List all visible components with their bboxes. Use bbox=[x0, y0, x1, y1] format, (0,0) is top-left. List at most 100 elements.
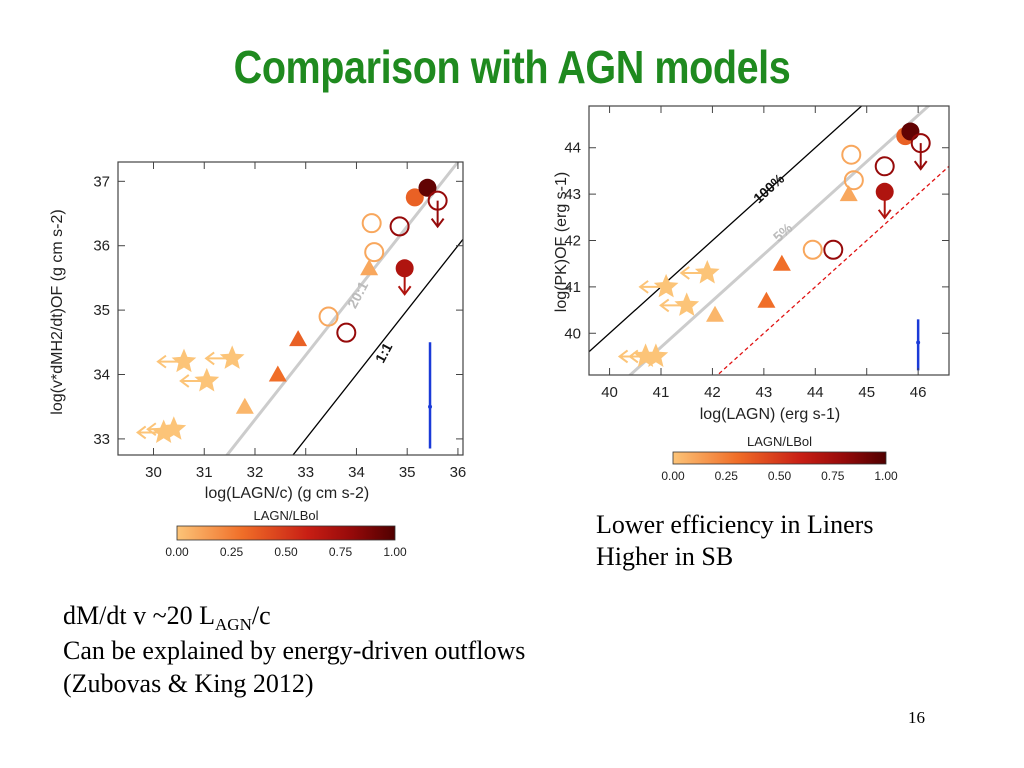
data-point-10 bbox=[839, 185, 858, 202]
triangle-marker bbox=[360, 259, 379, 276]
colorbar-tick-label-1: 0.25 bbox=[220, 545, 244, 559]
plot-area bbox=[589, 106, 949, 375]
colorbar bbox=[672, 451, 887, 465]
data-point-16 bbox=[418, 178, 437, 197]
open-circle-marker bbox=[823, 239, 844, 260]
colorbar-label: LAGN/LBol bbox=[253, 508, 318, 523]
x-tick-label-32: 32 bbox=[247, 464, 264, 481]
circle-marker bbox=[418, 178, 437, 197]
colorbar-tick-label-3: 0.75 bbox=[821, 469, 845, 483]
data-point-14 bbox=[875, 182, 894, 220]
y-tick-label-43: 43 bbox=[564, 186, 581, 203]
data-point-12 bbox=[364, 242, 385, 263]
plot-background bbox=[589, 106, 949, 375]
arrow-head bbox=[679, 266, 690, 280]
arrow-head bbox=[877, 209, 892, 220]
colorbar-tick-label-4: 1.00 bbox=[874, 469, 898, 483]
colorbar-tick-label-4: 1.00 bbox=[383, 545, 407, 559]
data-point-5 bbox=[235, 397, 254, 414]
x-tick-label-30: 30 bbox=[145, 464, 162, 481]
arrow-head bbox=[204, 351, 215, 366]
star-marker bbox=[171, 348, 197, 373]
open-circle-marker bbox=[318, 306, 339, 327]
data-point-10 bbox=[360, 259, 379, 276]
x-tick-label-45: 45 bbox=[858, 384, 875, 401]
x-tick-label-44: 44 bbox=[807, 384, 824, 401]
error-bar-center bbox=[916, 340, 921, 345]
y-tick-label-33: 33 bbox=[93, 431, 110, 448]
data-point-3 bbox=[659, 292, 700, 316]
slide-title: Comparison with AGN models bbox=[233, 41, 791, 93]
data-point-2 bbox=[156, 348, 197, 373]
y-tick-label-34: 34 bbox=[93, 367, 110, 384]
data-point-6 bbox=[268, 365, 287, 382]
data-point-13 bbox=[389, 216, 410, 237]
circle-marker bbox=[875, 182, 894, 201]
colorbar-tick-label-1: 0.25 bbox=[715, 469, 739, 483]
data-point-15 bbox=[405, 188, 424, 207]
error-bar-center bbox=[428, 404, 433, 409]
star-marker bbox=[653, 273, 679, 298]
colorbar bbox=[176, 525, 396, 541]
y-tick-label-35: 35 bbox=[93, 302, 110, 319]
model-line-11 bbox=[292, 238, 463, 455]
arrow-head bbox=[638, 280, 649, 294]
colorbar-tick-label-3: 0.75 bbox=[329, 545, 353, 559]
x-tick-label-31: 31 bbox=[196, 464, 213, 481]
data-point-3 bbox=[179, 367, 220, 392]
circle-marker bbox=[395, 259, 414, 278]
plot-area bbox=[135, 162, 463, 455]
note-line-liners: Lower efficiency in Liners bbox=[596, 510, 874, 539]
y-tick-label-42: 42 bbox=[564, 233, 581, 250]
colorbar-tick-label-2: 0.50 bbox=[274, 545, 298, 559]
star-marker bbox=[643, 343, 669, 367]
triangle-marker bbox=[268, 365, 287, 382]
data-point-7 bbox=[772, 254, 791, 271]
page-number: 16 bbox=[908, 708, 925, 727]
y-tick-label-37: 37 bbox=[93, 173, 110, 190]
star-marker bbox=[161, 416, 187, 440]
plot-frame bbox=[117, 161, 464, 456]
data-point-11 bbox=[361, 213, 382, 234]
arrow-head bbox=[628, 349, 639, 364]
data-point-4 bbox=[204, 345, 245, 369]
note-summary: dM/dt v ~20 LAGN/c Can be explained by e… bbox=[63, 600, 525, 700]
data-point-5 bbox=[706, 305, 724, 322]
data-point-9 bbox=[336, 322, 357, 343]
star-marker bbox=[219, 345, 245, 369]
triangle-marker bbox=[706, 305, 724, 322]
y-tick-label-40: 40 bbox=[564, 325, 581, 342]
arrow-head bbox=[617, 349, 629, 364]
open-circle-marker bbox=[802, 239, 823, 260]
star-marker bbox=[674, 292, 700, 316]
arrow-head bbox=[397, 285, 412, 296]
arrow-head bbox=[913, 160, 928, 171]
open-circle-marker bbox=[361, 213, 382, 234]
colorbar-tick-label-0: 0.00 bbox=[661, 469, 685, 483]
note-line-reference: (Zubovas & King 2012) bbox=[63, 668, 314, 698]
open-circle-marker bbox=[874, 156, 895, 177]
x-tick-label-33: 33 bbox=[297, 464, 314, 481]
star-marker bbox=[694, 260, 720, 284]
colorbar-label: LAGN/LBol bbox=[747, 434, 812, 449]
circle-marker bbox=[901, 122, 920, 141]
data-point-8 bbox=[802, 239, 823, 260]
triangle-marker bbox=[289, 330, 308, 347]
data-point-16 bbox=[901, 122, 920, 141]
data-point-11 bbox=[841, 144, 862, 165]
x-tick-label-42: 42 bbox=[704, 384, 721, 401]
x-axis-label: log(LAGN) (erg s-1) bbox=[700, 406, 840, 423]
data-point-2 bbox=[638, 273, 679, 298]
arrow-head bbox=[135, 425, 147, 440]
arrow-head bbox=[430, 218, 445, 229]
data-point-12 bbox=[843, 170, 864, 191]
note-efficiency: Lower efficiency in Liners Higher in SB bbox=[596, 509, 873, 573]
star-marker bbox=[194, 367, 220, 392]
open-circle-marker bbox=[427, 190, 448, 211]
open-circle-marker bbox=[843, 170, 864, 191]
data-point-17 bbox=[427, 190, 448, 229]
open-circle-marker bbox=[336, 322, 357, 343]
x-tick-label-34: 34 bbox=[348, 464, 365, 481]
